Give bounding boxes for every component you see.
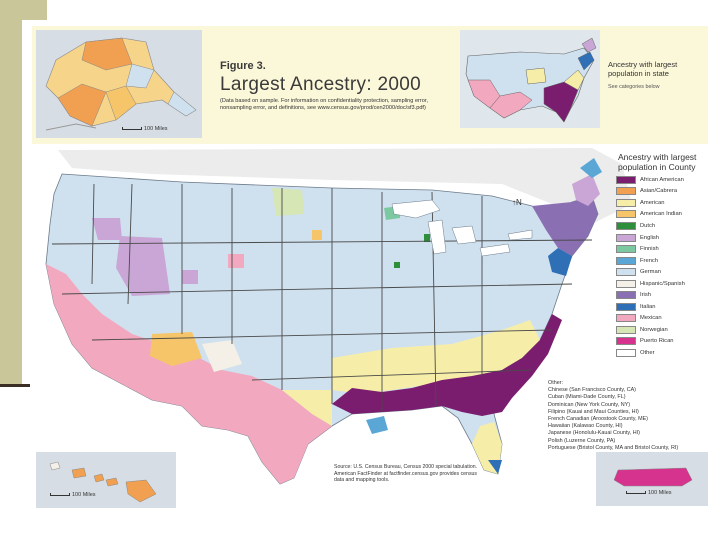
legend-swatch <box>616 187 636 196</box>
hawaii-scale: 100 Miles <box>50 492 96 498</box>
figure-subtitle: (Data based on sample. For information o… <box>220 98 429 111</box>
legend-swatch <box>616 325 636 334</box>
legend-item-asian: Asian/Cabrera <box>616 186 685 198</box>
legend-swatch <box>616 233 636 242</box>
legend-item-norwegian: Norwegian <box>616 324 685 336</box>
legend-swatch <box>616 279 636 288</box>
ancestry-map-figure: 100 Miles Figure 3. Largest Ancestry: 20… <box>32 26 708 508</box>
slide-accent-square <box>0 0 47 20</box>
legend-swatch <box>616 348 636 357</box>
alaska-scale: 100 Miles <box>122 126 168 132</box>
legend-swatch <box>616 221 636 230</box>
figure-title: Largest Ancestry: 2000 <box>220 74 421 95</box>
figure-number: Figure 3. <box>220 60 266 72</box>
other-line: Cuban (Miami-Dade County, FL) <box>548 394 626 401</box>
county-map: ↑N <box>32 144 708 508</box>
legend-swatch <box>616 175 636 184</box>
legend-swatch <box>616 245 636 254</box>
legend-item-german: German <box>616 266 685 278</box>
other-ancestries-note: Other: Chinese (San Francisco County, CA… <box>548 380 714 452</box>
legend-item-african-american: African American <box>616 174 685 186</box>
alaska-inset: 100 Miles <box>36 30 202 138</box>
hawaii-inset: 100 Miles <box>36 452 176 508</box>
legend-swatch <box>616 337 636 346</box>
legend-item-dutch: Dutch <box>616 220 685 232</box>
legend-item-finnish: Finnish <box>616 243 685 255</box>
legend-swatch <box>616 210 636 219</box>
source-note: Source: U.S. Census Bureau, Census 2000 … <box>334 464 478 484</box>
other-line: Japanese (Honolulu-Kauai County, HI) <box>548 430 640 437</box>
other-line: Portuguese (Bristol County, MA and Brist… <box>548 444 679 451</box>
other-line: Chinese (San Francisco County, CA) <box>548 387 636 394</box>
legend-item-hispanic: Hispanic/Spanish <box>616 278 685 290</box>
legend-swatch <box>616 291 636 300</box>
other-line: Dominican (New York County, NY) <box>548 401 630 408</box>
legend-swatch <box>616 198 636 207</box>
legend-item-puerto-rican: Puerto Rican <box>616 336 685 348</box>
legend-item-french: French <box>616 255 685 267</box>
legend-item-mexican: Mexican <box>616 313 685 325</box>
other-line: Polish (Luzerne County, PA) <box>548 437 616 444</box>
legend-swatch <box>616 314 636 323</box>
puerto-rico-map <box>613 467 693 487</box>
legend-swatch <box>616 256 636 265</box>
state-ancestry-inset <box>460 30 600 128</box>
puerto-rico-inset: 100 Miles <box>596 452 708 506</box>
legend-item-english: English <box>616 232 685 244</box>
compass-icon: ↑N <box>512 198 522 207</box>
us-county-map <box>32 144 708 508</box>
other-line: Hawaiian (Kalawao County, HI) <box>548 423 623 430</box>
legend-item-irish: Irish <box>616 289 685 301</box>
puerto-rico-scale: 100 Miles <box>626 490 672 496</box>
other-line: French Canadian (Aroostook County, ME) <box>548 416 648 423</box>
legend-swatch <box>616 268 636 277</box>
state-legend-note: See categories below <box>608 84 660 90</box>
other-heading: Other: <box>548 380 563 386</box>
legend-swatch <box>616 302 636 311</box>
state-legend-title: Ancestry with largest population in stat… <box>608 60 678 78</box>
county-legend: African American Asian/Cabrera American … <box>616 174 685 359</box>
legend-item-italian: Italian <box>616 301 685 313</box>
state-map <box>465 37 597 123</box>
legend-item-other: Other <box>616 347 685 359</box>
legend-item-american-indian: American Indian <box>616 209 685 221</box>
hawaii-map <box>49 461 157 503</box>
legend-item-american: American <box>616 197 685 209</box>
slide-accent-bar <box>0 20 22 384</box>
other-line: Filipino (Kauai and Maui Counties, HI) <box>548 408 639 415</box>
slide-accent-line <box>0 384 30 387</box>
county-legend-title: Ancestry with largest population in Coun… <box>618 152 697 172</box>
alaska-map <box>45 37 197 131</box>
